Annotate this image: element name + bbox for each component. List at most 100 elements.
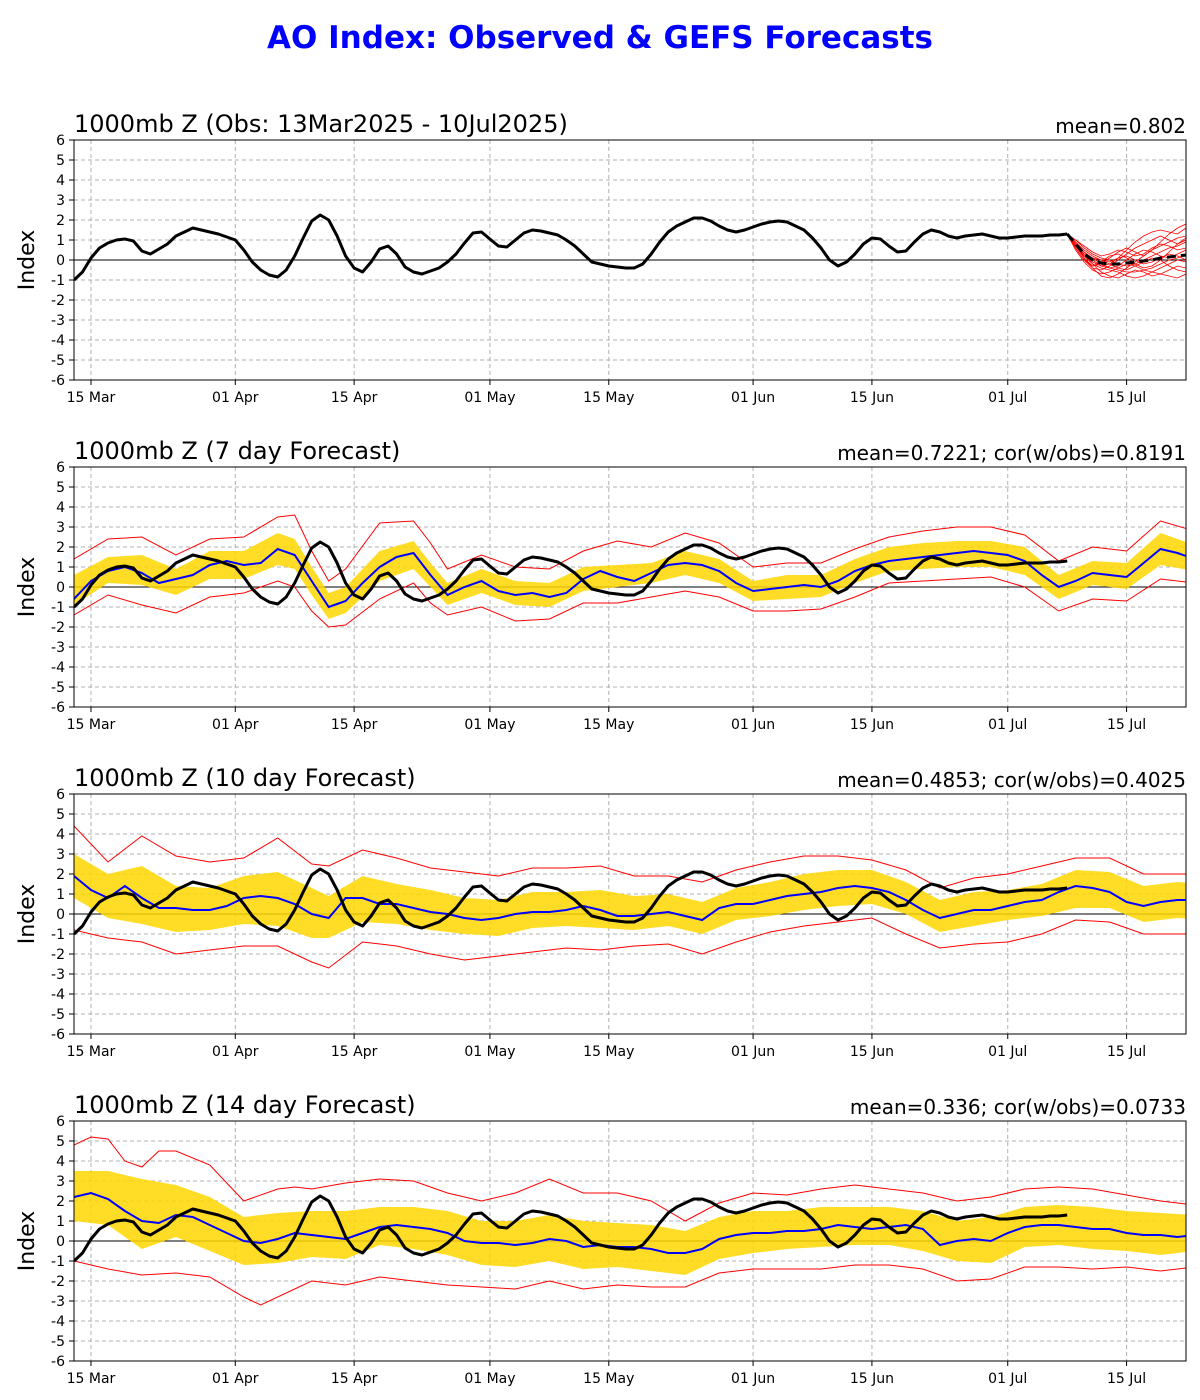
y-axis-label: Index [15,230,40,291]
y-tick-label: -4 [51,333,65,349]
y-tick-label: 3 [56,1174,65,1190]
x-tick-label: 01 Jul [988,390,1027,406]
y-tick-label: 4 [56,173,65,189]
y-tick-label: -6 [51,700,65,716]
observed-line [74,540,1068,609]
panel-stat: mean=0.4853; cor(w/obs)=0.4025 [837,768,1186,792]
y-axis-label: Index [15,1211,40,1272]
panel-stat: mean=0.7221; cor(w/obs)=0.8191 [837,441,1186,465]
x-tick-label: 15 May [583,1371,634,1387]
x-tick-label: 01 Apr [212,1371,259,1387]
ensemble-mean-line [74,547,1186,609]
y-tick-label: 6 [56,1114,65,1130]
x-tick-label: 15 Apr [331,390,378,406]
y-tick-label: 2 [56,867,65,883]
forecast-mean-line [1066,233,1186,266]
panel-stat: mean=0.336; cor(w/obs)=0.0733 [850,1095,1186,1119]
y-tick-label: 1 [56,887,65,903]
x-tick-label: 15 Apr [331,717,378,733]
y-tick-label: -2 [51,620,65,636]
y-tick-label: 2 [56,540,65,556]
y-tick-label: -1 [51,273,65,289]
panel-title: 1000mb Z (14 day Forecast) [74,1091,416,1119]
ensemble-member-line [1066,227,1186,267]
ensemble-member-line [1066,233,1186,269]
x-tick-label: 15 Jun [850,1371,894,1387]
observed-line [74,867,1068,936]
x-tick-label: 15 May [583,390,634,406]
range-low-line [74,1260,1186,1306]
y-tick-label: 5 [56,1134,65,1150]
range-low-line [74,576,1186,628]
panel-title: 1000mb Z (7 day Forecast) [74,437,400,465]
y-tick-label: -2 [51,293,65,309]
ensemble-member-line [1066,233,1186,267]
y-tick-label: -1 [51,600,65,616]
panel-stat: mean=0.802 [1055,114,1186,138]
y-tick-label: 1 [56,560,65,576]
y-tick-label: -1 [51,1254,65,1270]
y-tick-label: 5 [56,153,65,169]
ensemble-member-line [1066,223,1186,267]
y-tick-label: 6 [56,460,65,476]
ensemble-member-line [1066,233,1186,279]
x-tick-label: 01 Apr [212,390,259,406]
y-tick-label: -6 [51,1027,65,1043]
y-tick-label: -5 [51,353,65,369]
observed-line [74,1194,1068,1263]
panel-title: 1000mb Z (10 day Forecast) [74,764,416,792]
ensemble-member-line [1066,233,1186,265]
range-high-line [74,1136,1186,1222]
x-tick-label: 15 Mar [67,1371,116,1387]
x-tick-label: 15 Mar [67,717,116,733]
y-tick-label: -5 [51,1334,65,1350]
y-tick-label: 4 [56,500,65,516]
plot-area [74,514,1186,628]
y-tick-label: 0 [56,580,65,596]
y-tick-label: 6 [56,133,65,149]
x-tick-label: 15 Jun [850,717,894,733]
y-tick-label: -4 [51,987,65,1003]
x-tick-label: 15 May [583,1044,634,1060]
y-tick-label: -4 [51,1314,65,1330]
x-tick-label: 15 Apr [331,1371,378,1387]
x-tick-label: 01 May [464,1371,515,1387]
y-tick-label: -3 [51,313,65,329]
x-tick-label: 15 Jul [1107,717,1146,733]
y-tick-label: 3 [56,847,65,863]
y-tick-label: -1 [51,927,65,943]
y-tick-label: -3 [51,640,65,656]
x-tick-label: 01 Jun [731,390,775,406]
main-title: AO Index: Observed & GEFS Forecasts [267,20,933,56]
ensemble-member-line [1066,233,1186,279]
x-tick-label: 01 Apr [212,1044,259,1060]
x-tick-label: 15 Apr [331,1044,378,1060]
range-low-line [74,917,1186,969]
y-tick-label: -2 [51,1274,65,1290]
y-tick-label: 3 [56,520,65,536]
ensemble-mean-line [74,875,1186,922]
y-tick-label: 5 [56,807,65,823]
y-axis-label: Index [15,884,40,945]
panel-4: -6 -5 -4 -3 -2 -1 0 1 2 3 4 5 6 15 Mar 01 Apr 15 Apr 01 … [15,1091,1187,1387]
spread-band [74,533,1186,619]
panel-1: -6 -5 -4 -3 -2 -1 0 1 2 3 4 5 6 15 Mar 01 Apr 15 Apr 01 … [15,110,1187,406]
x-tick-label: 15 Jul [1107,1044,1146,1060]
x-tick-label: 01 Jun [731,1044,775,1060]
x-tick-label: 15 May [583,717,634,733]
ensemble-member-line [1066,233,1186,279]
spread-band [74,1171,1186,1275]
spread-band [74,854,1186,938]
range-high-line [74,514,1186,582]
x-tick-label: 01 May [464,717,515,733]
y-tick-label: 1 [56,233,65,249]
x-tick-label: 15 Jun [850,1044,894,1060]
y-tick-label: -5 [51,680,65,696]
x-tick-label: 15 Mar [67,390,116,406]
observed-line [74,213,1068,282]
x-tick-label: 01 Jul [988,1044,1027,1060]
y-tick-label: 2 [56,1194,65,1210]
y-tick-label: 6 [56,787,65,803]
y-tick-label: -4 [51,660,65,676]
y-tick-label: 0 [56,253,65,269]
